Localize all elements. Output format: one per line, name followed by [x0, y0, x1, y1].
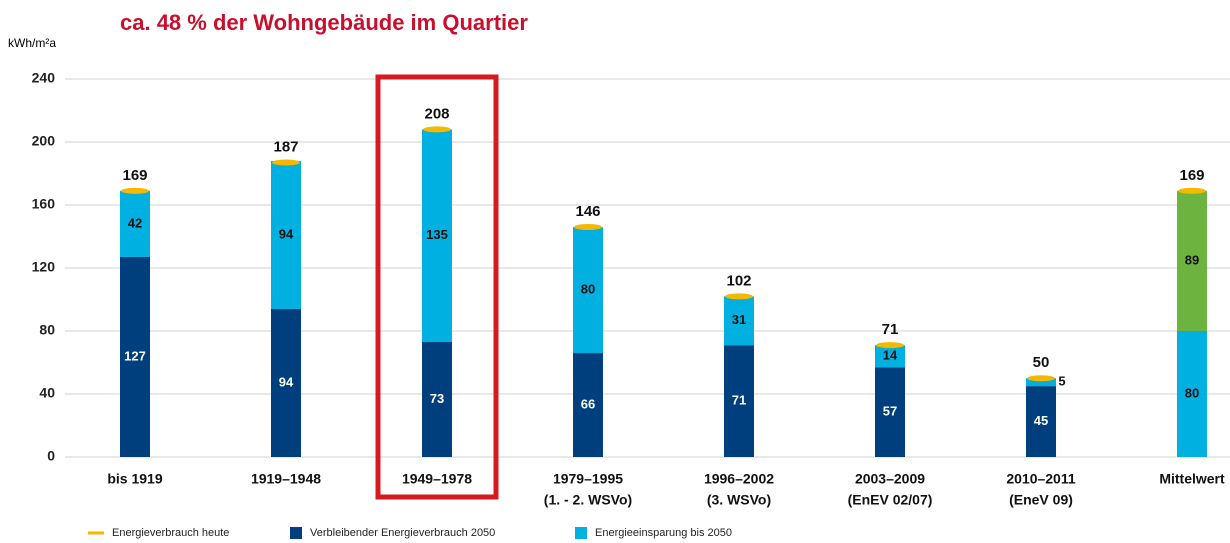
- y-tick-label: 0: [47, 448, 55, 464]
- segment-label: 127: [124, 348, 146, 363]
- segment-label: 42: [128, 215, 142, 230]
- x-tick-label: Mittelwert: [1159, 471, 1225, 487]
- total-label: 169: [1179, 167, 1204, 184]
- segment-label: 89: [1185, 252, 1199, 267]
- total-marker: [725, 293, 753, 300]
- segment-label: 14: [883, 348, 898, 363]
- chart-title: ca. 48 % der Wohngebäude im Quartier: [120, 10, 528, 35]
- y-tick-label: 200: [32, 133, 56, 149]
- segment-label: 31: [732, 312, 746, 327]
- legend-label: Energieverbrauch heute: [112, 527, 229, 539]
- bar-segment: [724, 345, 754, 457]
- bar-segment: [573, 227, 603, 354]
- y-tick-label: 40: [39, 385, 55, 401]
- segment-label: 71: [732, 393, 746, 408]
- bar-segment: [422, 129, 452, 343]
- segment-label: 57: [883, 404, 897, 419]
- x-tick-label: 2010–2011: [1006, 471, 1076, 487]
- total-marker: [574, 224, 602, 231]
- total-label: 146: [575, 203, 600, 220]
- segment-label: 66: [581, 396, 595, 411]
- segment-label: 73: [430, 391, 444, 406]
- x-tick-label: (1. - 2. WSVo): [544, 492, 632, 508]
- x-tick-label: 1996–2002: [704, 471, 774, 487]
- highlight-box: [375, 74, 499, 500]
- total-marker: [272, 159, 300, 166]
- total-label: 50: [1033, 354, 1050, 371]
- segment-label: 5: [1058, 374, 1065, 389]
- bar-segment: [120, 190, 150, 257]
- segment-label: 45: [1034, 413, 1048, 428]
- x-tick-label: (EnEV 02/07): [848, 492, 933, 508]
- segment-label: 135: [426, 227, 448, 242]
- y-tick-label: 80: [39, 322, 55, 338]
- x-tick-label: bis 1919: [107, 471, 162, 487]
- bar-segment: [1177, 190, 1207, 331]
- total-marker: [1027, 375, 1055, 382]
- total-label: 187: [273, 138, 298, 155]
- bar-segment: [573, 353, 603, 457]
- bar-segment: [271, 308, 301, 457]
- segment-label: 80: [1185, 385, 1199, 400]
- bar-segment: [1026, 386, 1056, 457]
- bar-segment: [422, 342, 452, 457]
- y-tick-label: 240: [32, 70, 56, 86]
- x-tick-label: (3. WSVo): [707, 492, 771, 508]
- total-label: 208: [424, 105, 449, 122]
- x-tick-label: 1979–1995: [553, 471, 623, 487]
- y-tick-label: 120: [32, 259, 56, 275]
- legend-swatch: [290, 527, 302, 539]
- total-label: 71: [882, 321, 899, 338]
- x-tick-label: 1919–1948: [251, 471, 321, 487]
- bar-segment: [1026, 378, 1056, 387]
- total-label: 169: [122, 167, 147, 184]
- total-label: 102: [726, 272, 751, 289]
- segment-label: 94: [279, 226, 294, 241]
- legend-swatch: [575, 527, 587, 539]
- y-tick-label: 160: [32, 196, 56, 212]
- bar-segment: [875, 367, 905, 457]
- bar-segment: [1177, 331, 1207, 457]
- bar-segment: [875, 345, 905, 368]
- x-tick-label: 1949–1978: [402, 471, 472, 487]
- x-tick-label: 2003–2009: [855, 471, 925, 487]
- total-marker: [1178, 187, 1206, 194]
- x-tick-label: (EneV 09): [1009, 492, 1073, 508]
- y-axis-label: kWh/m²a: [8, 36, 56, 50]
- total-marker: [876, 342, 904, 349]
- legend-label: Energieeinsparung bis 2050: [595, 527, 732, 539]
- legend-label: Verbleibender Energieverbrauch 2050: [310, 527, 495, 539]
- bar-segment: [120, 256, 150, 457]
- bar-segment: [271, 160, 301, 309]
- bar-segment: [724, 296, 754, 346]
- segment-label: 94: [279, 374, 294, 389]
- total-marker: [121, 187, 149, 194]
- segment-label: 80: [581, 281, 595, 296]
- total-marker: [423, 126, 451, 133]
